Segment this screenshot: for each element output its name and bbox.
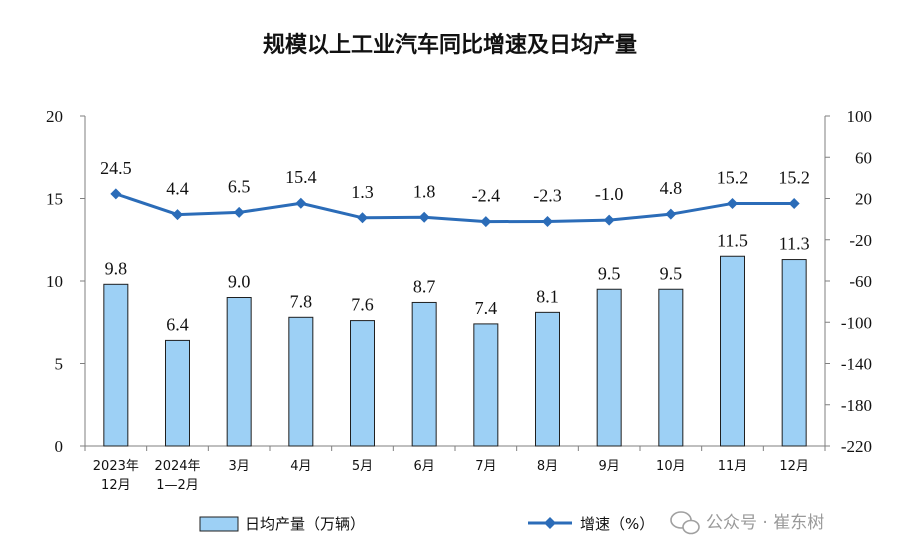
left-tick-label: 5	[55, 355, 64, 374]
bar-series	[103, 255, 807, 447]
right-tick-label: 60	[855, 148, 872, 167]
legend-bar-swatch	[199, 516, 239, 532]
bar	[103, 283, 129, 447]
bar-value-label: 9.5	[598, 263, 621, 283]
axes: 0 5 10 15 20 -220 -180 -140 -100 -60 -20 20 60 100	[46, 107, 872, 456]
bar	[535, 311, 560, 447]
bar	[226, 297, 252, 447]
category-label: 1—2月	[156, 478, 199, 493]
bar	[288, 316, 314, 447]
bar-value-label: 11.5	[717, 230, 748, 250]
right-tick-label: 100	[847, 107, 873, 126]
line-point	[233, 206, 245, 218]
line-value-label: 4.4	[166, 179, 189, 199]
data-labels: 9.8 6.4 9.0 7.8 7.6 8.7 7.4 8.1 9.5 9.5 11.5 11.3 24…	[100, 158, 810, 335]
bar-value-label: 9.5	[660, 263, 683, 283]
category-label: 6月	[414, 459, 435, 474]
line-series	[110, 188, 800, 228]
bar-value-label: 8.7	[413, 276, 436, 296]
right-tick-label: -180	[841, 396, 872, 415]
line-value-label: 24.5	[100, 158, 132, 178]
line-point	[665, 208, 677, 220]
left-tick-label: 15	[46, 190, 63, 209]
line-value-label: 6.5	[228, 176, 251, 196]
left-tick-label: 20	[46, 107, 63, 126]
bar-value-label: 6.4	[166, 314, 189, 334]
category-label: 7月	[475, 459, 496, 474]
category-label: 2023年	[93, 459, 139, 474]
right-tick-label: -140	[841, 355, 872, 374]
line-point	[357, 212, 368, 224]
line-point	[418, 211, 430, 223]
line-value-label: 15.2	[778, 167, 810, 187]
category-label: 9月	[599, 459, 620, 474]
bar	[350, 320, 375, 447]
growth-line	[115, 192, 795, 224]
legend-line-marker	[544, 517, 556, 529]
category-label: 10月	[656, 459, 686, 474]
legend-bar-label: 日均产量（万辆）	[245, 515, 365, 533]
bar	[411, 301, 437, 447]
category-label: 12月	[779, 459, 809, 474]
bar	[720, 255, 745, 447]
line-value-label: 15.2	[717, 167, 749, 187]
category-label: 11月	[718, 459, 748, 474]
legend: 日均产量（万辆） 增速（%）	[199, 515, 654, 533]
right-tick-label: -20	[849, 231, 872, 250]
category-label: 4月	[290, 459, 311, 474]
line-value-label: 1.3	[351, 182, 374, 202]
watermark-text: 公众号 · 崔东树	[706, 513, 824, 533]
line-value-label: 15.4	[285, 167, 317, 187]
bar-value-label: 7.4	[475, 298, 498, 318]
line-value-label: -2.3	[533, 185, 562, 205]
line-point	[110, 188, 122, 200]
line-point	[542, 215, 553, 227]
bar	[165, 339, 190, 447]
left-tick-label: 0	[55, 437, 64, 456]
bar	[658, 288, 684, 447]
bar	[596, 288, 622, 447]
watermark: 公众号 · 崔东树	[670, 511, 824, 535]
line-point	[603, 214, 615, 226]
right-tick-label: -100	[841, 313, 872, 332]
category-label: 5月	[352, 459, 373, 474]
category-label: 12月	[101, 478, 131, 493]
right-tick-label: 20	[855, 190, 872, 209]
line-point	[480, 216, 492, 228]
line-value-label: -2.4	[472, 186, 501, 206]
bar-value-label: 8.1	[536, 286, 559, 306]
bar	[781, 259, 807, 447]
wechat-icon	[670, 511, 700, 535]
legend-line-label: 增速（%）	[580, 515, 654, 533]
line-value-label: -1.0	[595, 184, 624, 204]
category-label: 2024年	[154, 459, 200, 474]
line-point	[788, 197, 800, 209]
line-point	[172, 209, 183, 221]
line-point	[727, 197, 738, 209]
bar-value-label: 7.6	[351, 295, 374, 315]
category-label: 3月	[229, 459, 250, 474]
bar-value-label: 7.8	[290, 291, 313, 311]
chart-title: 规模以上工业汽车同比增速及日均产量	[263, 32, 637, 58]
line-value-label: 4.8	[660, 178, 683, 198]
right-tick-label: -220	[841, 437, 872, 456]
category-labels: 2023年 12月 2024年 1—2月 3月 4月 5月 6月 7月 8月 9月 10月 11月 12月	[93, 459, 809, 493]
left-tick-label: 10	[46, 272, 63, 291]
bar	[473, 323, 499, 447]
bar-value-label: 9.8	[105, 258, 128, 278]
line-value-label: 1.8	[413, 181, 436, 201]
bar-value-label: 11.3	[779, 234, 810, 254]
category-label: 8月	[537, 459, 558, 474]
line-point	[295, 197, 307, 209]
right-tick-label: -60	[849, 272, 872, 291]
bar-value-label: 9.0	[228, 272, 251, 292]
